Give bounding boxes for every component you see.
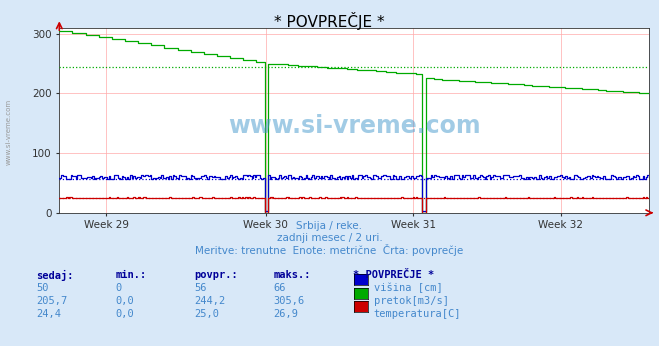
Text: temperatura[C]: temperatura[C]	[374, 309, 461, 319]
Text: 244,2: 244,2	[194, 296, 225, 306]
Text: 50: 50	[36, 283, 49, 293]
Text: višina [cm]: višina [cm]	[374, 283, 442, 293]
Text: * POVPREČJE *: * POVPREČJE *	[353, 270, 434, 280]
Text: 24,4: 24,4	[36, 309, 61, 319]
Text: 0: 0	[115, 283, 121, 293]
Text: 66: 66	[273, 283, 286, 293]
Text: Srbija / reke.: Srbija / reke.	[297, 221, 362, 231]
Text: Meritve: trenutne  Enote: metrične  Črta: povprečje: Meritve: trenutne Enote: metrične Črta: …	[195, 244, 464, 256]
Text: 25,0: 25,0	[194, 309, 219, 319]
Text: 0,0: 0,0	[115, 309, 134, 319]
Text: 56: 56	[194, 283, 207, 293]
Text: www.si-vreme.com: www.si-vreme.com	[228, 114, 480, 138]
Text: 205,7: 205,7	[36, 296, 67, 306]
Text: * POVPREČJE *: * POVPREČJE *	[274, 12, 385, 30]
Text: 26,9: 26,9	[273, 309, 299, 319]
Text: sedaj:: sedaj:	[36, 270, 74, 281]
Text: min.:: min.:	[115, 270, 146, 280]
Text: 305,6: 305,6	[273, 296, 304, 306]
Text: povpr.:: povpr.:	[194, 270, 238, 280]
Text: pretok[m3/s]: pretok[m3/s]	[374, 296, 449, 306]
Text: www.si-vreme.com: www.si-vreme.com	[5, 98, 12, 165]
Text: maks.:: maks.:	[273, 270, 311, 280]
Text: zadnji mesec / 2 uri.: zadnji mesec / 2 uri.	[277, 233, 382, 243]
Text: 0,0: 0,0	[115, 296, 134, 306]
